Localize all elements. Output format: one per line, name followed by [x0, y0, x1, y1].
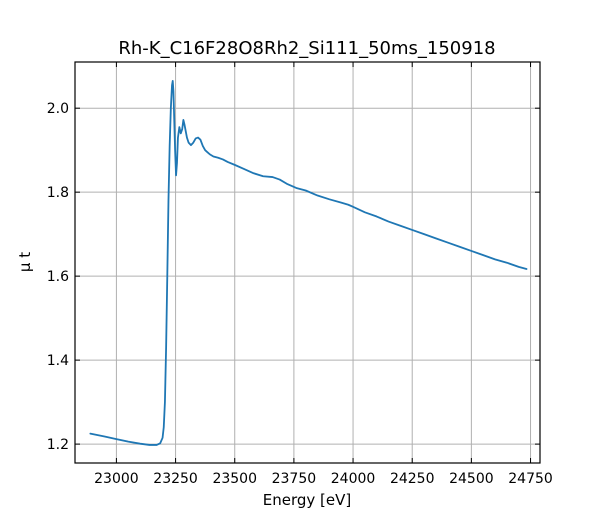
y-tick-label: 1.6 [47, 269, 69, 285]
x-axis-label: Energy [eV] [263, 491, 351, 509]
x-tick-label: 24250 [390, 471, 435, 487]
x-tick-label: 24500 [449, 471, 494, 487]
x-tick-label: 23500 [212, 471, 257, 487]
x-tick-label: 24000 [331, 471, 376, 487]
x-tick-label: 23000 [94, 471, 139, 487]
y-tick-label: 1.8 [47, 185, 69, 201]
series-line [89, 80, 528, 446]
y-tick-label: 1.2 [47, 437, 69, 453]
plot-area [89, 80, 528, 446]
y-tick-label: 1.4 [47, 353, 69, 369]
axes-frame [74, 61, 541, 464]
x-tick-label: 23250 [153, 471, 198, 487]
x-tick-label: 23750 [272, 471, 317, 487]
y-tick-label: 2.0 [47, 101, 69, 117]
ticks: 23000 23250 23500 23750 24000 24250 24500 24750… [47, 62, 553, 487]
x-tick-label: 24750 [508, 471, 553, 487]
chart-title: Rh-K_C16F28O8Rh2_Si111_50ms_150918 [118, 38, 495, 59]
grid [75, 62, 540, 463]
y-axis-label: μ t [16, 252, 34, 272]
